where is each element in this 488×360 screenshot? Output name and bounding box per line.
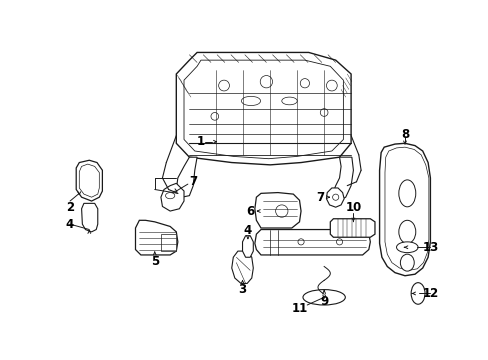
Circle shape [297, 239, 304, 245]
Circle shape [165, 190, 171, 197]
Polygon shape [76, 160, 102, 201]
Circle shape [332, 194, 338, 200]
Circle shape [260, 76, 272, 88]
Polygon shape [176, 53, 350, 165]
Polygon shape [183, 60, 343, 159]
Polygon shape [81, 203, 98, 232]
Text: 4: 4 [244, 224, 251, 237]
Polygon shape [161, 183, 183, 211]
Text: 5: 5 [150, 255, 159, 267]
Polygon shape [254, 230, 369, 255]
Text: 11: 11 [291, 302, 307, 315]
Text: 9: 9 [319, 294, 327, 308]
Ellipse shape [400, 254, 413, 271]
Polygon shape [326, 188, 344, 207]
Circle shape [320, 109, 327, 116]
Text: 1: 1 [197, 135, 204, 148]
Text: 4: 4 [66, 218, 74, 231]
Polygon shape [231, 251, 253, 283]
Text: 2: 2 [66, 201, 74, 214]
Polygon shape [331, 157, 353, 201]
Polygon shape [135, 220, 178, 255]
Text: 8: 8 [400, 127, 408, 140]
Circle shape [218, 80, 229, 91]
Polygon shape [161, 234, 176, 251]
Text: 13: 13 [422, 241, 438, 254]
Text: 7: 7 [189, 175, 197, 188]
Text: 10: 10 [345, 201, 361, 214]
Circle shape [210, 112, 218, 120]
Ellipse shape [303, 289, 345, 305]
Circle shape [300, 78, 309, 88]
Polygon shape [79, 164, 99, 197]
Ellipse shape [398, 220, 415, 243]
Text: 7: 7 [316, 191, 324, 204]
Polygon shape [379, 143, 429, 276]
Text: 3: 3 [238, 283, 246, 296]
Ellipse shape [396, 242, 417, 253]
Ellipse shape [410, 283, 424, 304]
Circle shape [326, 80, 337, 91]
Polygon shape [254, 193, 301, 228]
Text: 6: 6 [245, 204, 254, 217]
Circle shape [275, 205, 287, 217]
Ellipse shape [281, 97, 297, 105]
Polygon shape [384, 147, 428, 270]
Polygon shape [242, 236, 253, 257]
Ellipse shape [165, 193, 174, 199]
Text: 12: 12 [422, 287, 438, 300]
Polygon shape [329, 219, 374, 237]
Polygon shape [176, 157, 197, 197]
Ellipse shape [398, 180, 415, 207]
Circle shape [336, 239, 342, 245]
Ellipse shape [241, 96, 260, 105]
